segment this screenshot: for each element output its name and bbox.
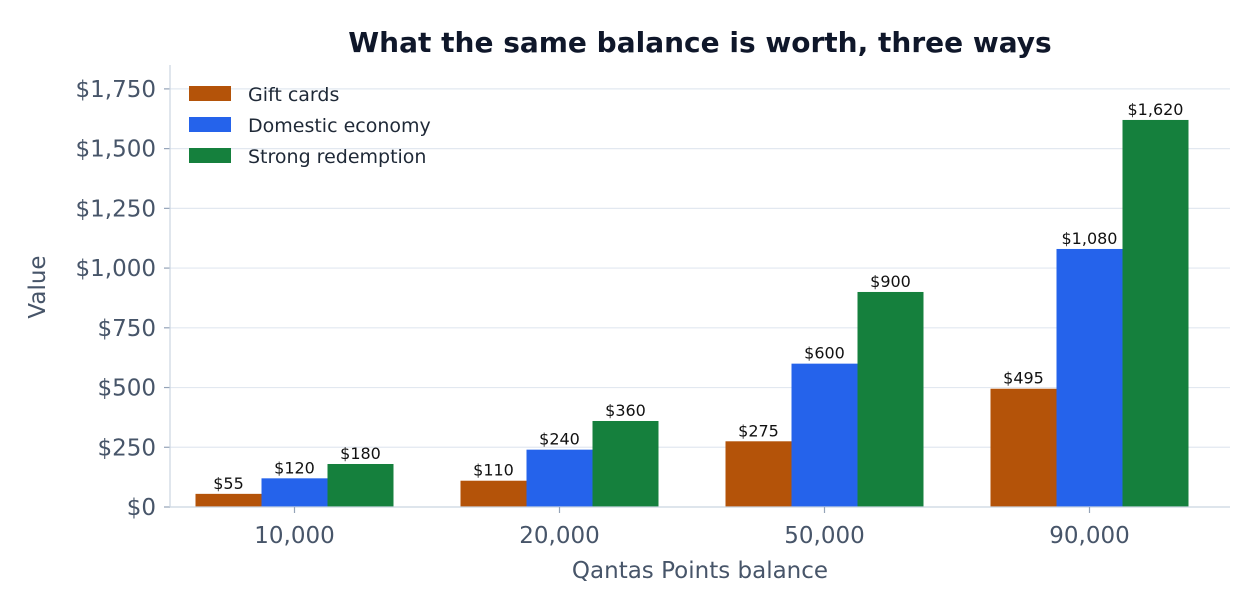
bar — [460, 480, 527, 507]
chart-title: What the same balance is worth, three wa… — [348, 26, 1051, 59]
data-label: $120 — [274, 458, 315, 477]
x-axis-label: Qantas Points balance — [572, 558, 828, 584]
bar — [592, 420, 659, 507]
data-label: $495 — [1003, 369, 1044, 388]
legend-swatch — [189, 86, 231, 101]
legend-label: Gift cards — [248, 84, 339, 106]
bar — [1122, 119, 1189, 507]
x-tick-label: 50,000 — [784, 523, 864, 549]
y-tick-label: $1,000 — [76, 256, 156, 282]
y-axis-label: Value — [25, 255, 51, 318]
bar — [791, 363, 858, 507]
data-label: $1,080 — [1062, 229, 1118, 248]
legend: Gift cards Domestic economy Strong redempt… — [189, 84, 431, 168]
x-tick-label: 90,000 — [1049, 523, 1129, 549]
legend-swatch — [189, 117, 231, 132]
bar — [725, 441, 792, 507]
bars-layer — [195, 119, 1189, 507]
bar — [990, 388, 1057, 507]
data-label: $900 — [870, 272, 911, 291]
bar — [327, 463, 394, 507]
data-label: $55 — [213, 474, 244, 493]
y-tick-label: $1,500 — [76, 137, 156, 163]
bar — [195, 493, 262, 507]
data-label: $240 — [539, 430, 580, 449]
y-tick-label: $750 — [97, 316, 156, 342]
bar — [261, 478, 328, 507]
bar — [857, 291, 924, 507]
data-label: $600 — [804, 344, 845, 363]
y-tick-label: $1,250 — [76, 196, 156, 222]
y-tick-label: $250 — [97, 435, 156, 461]
data-label: $1,620 — [1128, 100, 1184, 119]
x-tick-label: 20,000 — [519, 523, 599, 549]
y-tick-label: $500 — [97, 376, 156, 402]
y-tick-label: $0 — [127, 495, 156, 521]
data-label: $360 — [605, 401, 646, 420]
data-label: $275 — [738, 421, 779, 440]
bar — [1056, 248, 1123, 507]
y-tick-label: $1,750 — [76, 77, 156, 103]
legend-label: Domestic economy — [248, 115, 431, 137]
axes-layer: $0 $250 $500 $750 $1,000 $1,250 $1,500 $1,750 10… — [76, 65, 1230, 549]
x-tick-label: 10,000 — [254, 523, 334, 549]
grid-layer — [170, 88, 1230, 448]
legend-label: Strong redemption — [248, 146, 426, 168]
data-labels-layer: $55 $120 $180 $110 $240 $360 $275 $600 $900 $495 $… — [213, 100, 1183, 493]
legend-swatch — [189, 148, 231, 163]
bar — [526, 449, 593, 507]
data-label: $180 — [340, 444, 381, 463]
data-label: $110 — [473, 461, 514, 480]
